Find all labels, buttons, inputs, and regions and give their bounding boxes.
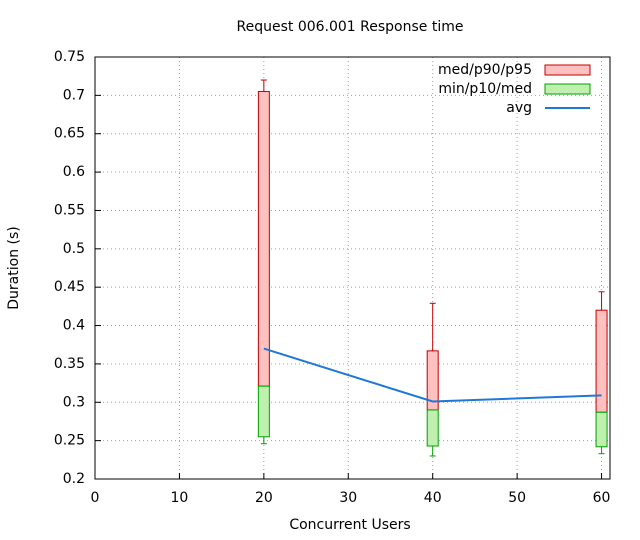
box-lower: [257, 385, 270, 438]
x-tick-label: 10: [171, 490, 189, 506]
box-lower: [595, 411, 608, 448]
y-tick-label: 0.4: [63, 318, 85, 334]
avg-line: [263, 347, 602, 403]
y-tick-label: 0.7: [63, 87, 85, 103]
x-axis-label: Concurrent Users: [289, 517, 410, 533]
x-tick-label: 60: [593, 490, 611, 506]
y-tick-label: 0.6: [63, 164, 85, 180]
x-tick-label: 30: [339, 490, 357, 506]
x-tick-label: 20: [255, 490, 273, 506]
legend-label: avg: [506, 100, 532, 116]
legend-swatch: [544, 83, 591, 95]
y-axis-label: Duration (s): [6, 226, 22, 309]
chart-title: Request 006.001 Response time: [237, 19, 464, 35]
box-lower: [426, 409, 439, 447]
box-upper: [595, 309, 608, 413]
y-tick-label: 0.25: [54, 433, 85, 449]
y-tick-label: 0.35: [54, 356, 85, 372]
y-tick-label: 0.65: [54, 126, 85, 142]
legend-label: med/p90/p95: [438, 62, 532, 78]
y-tick-label: 0.5: [63, 241, 85, 257]
plot-border: [94, 56, 611, 480]
x-tick-label: 0: [91, 490, 100, 506]
y-tick-label: 0.2: [63, 471, 85, 487]
y-tick-label: 0.75: [54, 49, 85, 65]
legend-label: min/p10/med: [438, 81, 532, 97]
x-tick-label: 40: [424, 490, 442, 506]
y-tick-label: 0.3: [63, 394, 85, 410]
legend-swatch: [544, 64, 591, 76]
y-tick-label: 0.45: [54, 279, 85, 295]
x-tick-label: 50: [508, 490, 526, 506]
box-upper: [257, 91, 270, 387]
y-tick-label: 0.55: [54, 202, 85, 218]
